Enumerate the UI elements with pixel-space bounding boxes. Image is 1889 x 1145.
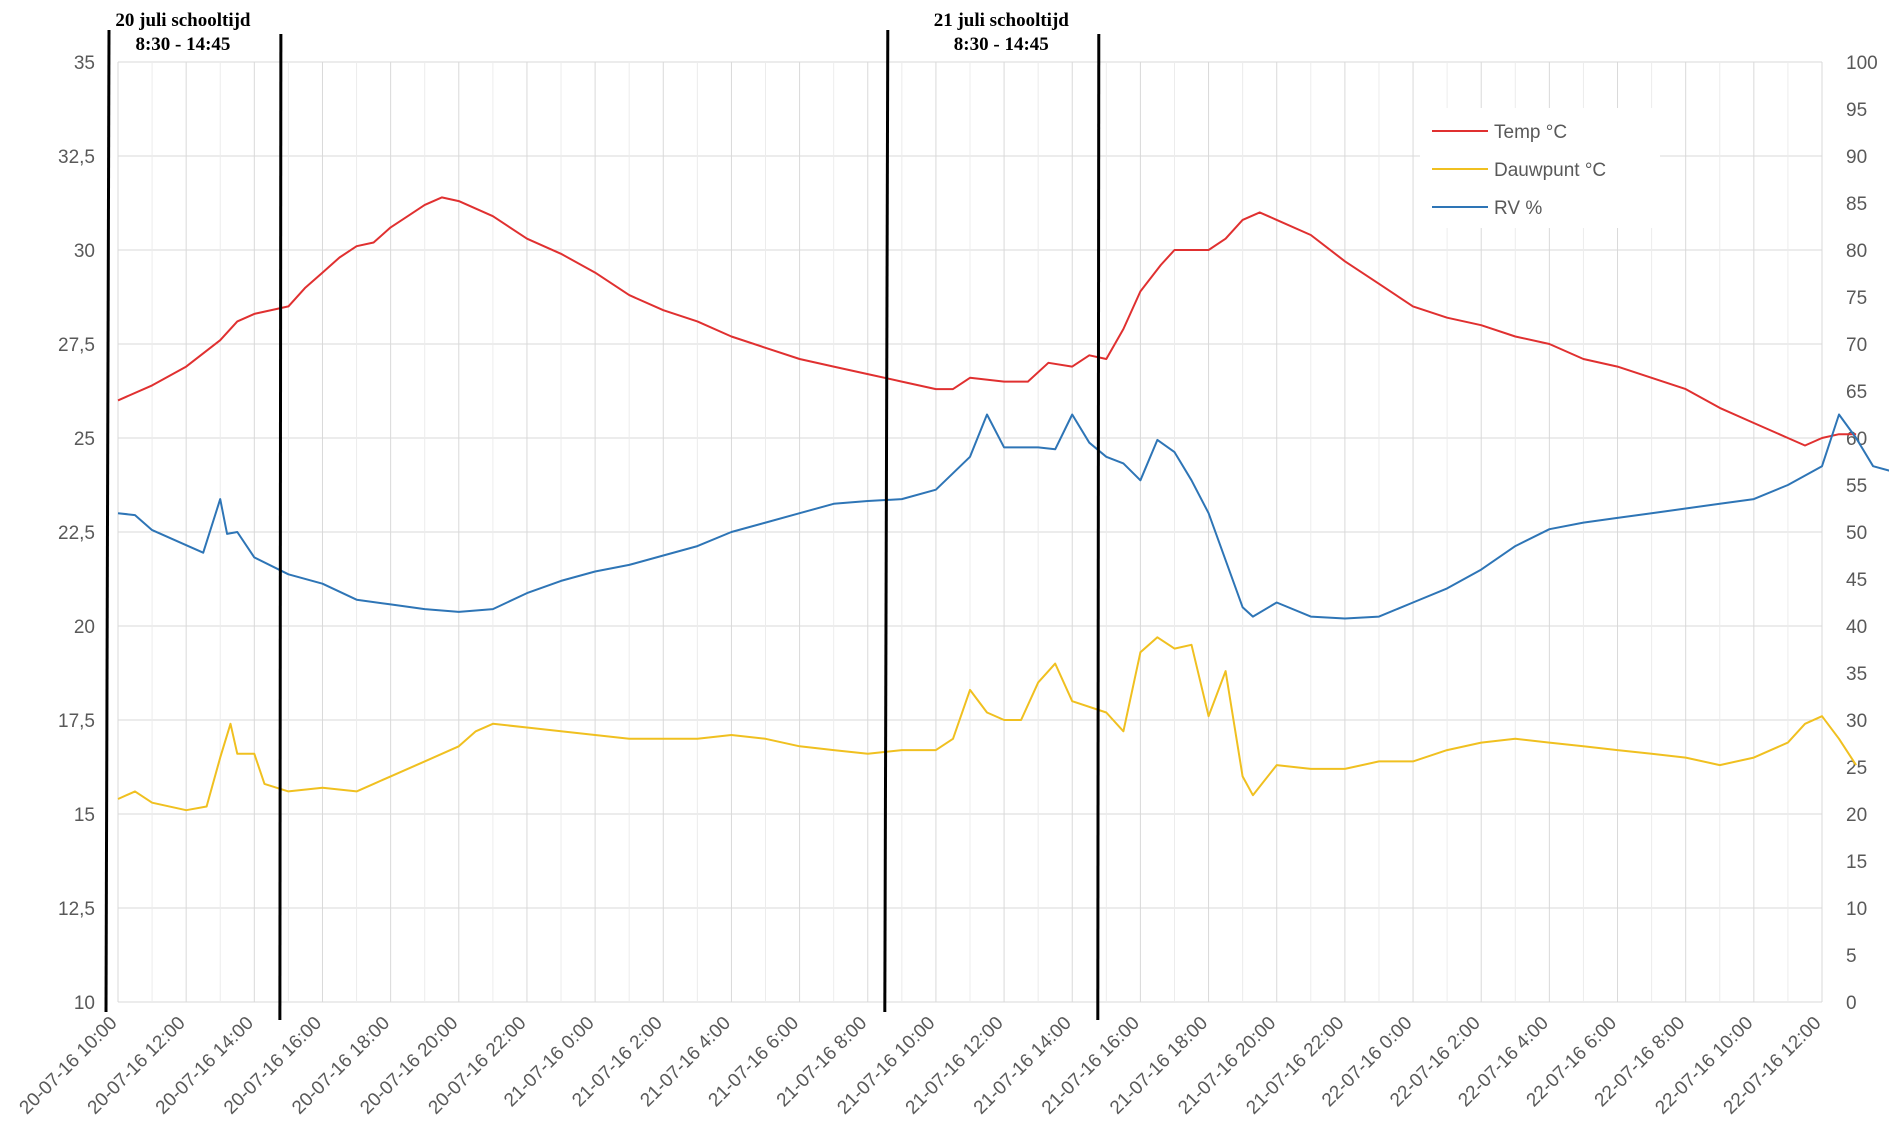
y-axis-right-labels: 0510152025303540455055606570758085909510… [1846, 53, 1878, 1014]
y-left-tick-label: 10 [74, 993, 95, 1014]
school-end-line [278, 33, 283, 1021]
annotation-label: 20 juli schooltijd [115, 10, 251, 31]
y-right-tick-label: 20 [1846, 805, 1867, 826]
y-right-tick-label: 30 [1846, 711, 1867, 732]
y-axis-left-labels: 10 12,5 15 17,5 20 22,5 25 27,5 30 32,5 35 [58, 53, 95, 1014]
y-right-tick-label: 50 [1846, 523, 1867, 544]
y-right-tick-label: 0 [1846, 993, 1857, 1014]
y-right-tick-label: 55 [1846, 476, 1867, 497]
y-left-tick-label: 30 [74, 241, 95, 262]
y-right-tick-label: 40 [1846, 617, 1867, 638]
y-right-tick-label: 100 [1846, 53, 1878, 74]
y-right-tick-label: 70 [1846, 335, 1867, 356]
legend-label: Temp °C [1494, 122, 1567, 143]
y-right-tick-label: 45 [1846, 570, 1867, 591]
y-right-tick-label: 15 [1846, 852, 1867, 873]
y-right-tick-label: 65 [1846, 382, 1867, 403]
annotation-label: 8:30 - 14:45 [954, 34, 1049, 55]
series-line-2 [117, 413, 1889, 620]
y-left-tick-label: 22,5 [58, 523, 95, 544]
annotation-label: 21 juli schooltijd [934, 10, 1070, 31]
series-lines [117, 196, 1889, 812]
y-right-tick-label: 10 [1846, 899, 1867, 920]
legend: Temp °C Dauwpunt °C RV % [1420, 108, 1660, 228]
y-left-tick-label: 35 [74, 53, 95, 74]
legend-label: Dauwpunt °C [1494, 160, 1606, 181]
y-right-tick-label: 35 [1846, 664, 1867, 685]
school-start-line [104, 29, 111, 1013]
y-left-tick-label: 17,5 [58, 711, 95, 732]
y-right-tick-label: 85 [1846, 194, 1867, 215]
series-line-0 [117, 196, 1857, 447]
grid-lines [117, 61, 1823, 1003]
school-start-line [883, 29, 890, 1013]
y-right-tick-label: 5 [1846, 946, 1857, 967]
y-left-tick-label: 27,5 [58, 335, 95, 356]
y-left-tick-label: 12,5 [58, 899, 95, 920]
y-left-tick-label: 32,5 [58, 147, 95, 168]
y-right-tick-label: 80 [1846, 241, 1867, 262]
annotation-label: 8:30 - 14:45 [135, 34, 230, 55]
y-right-tick-label: 95 [1846, 100, 1867, 121]
y-left-tick-label: 15 [74, 805, 95, 826]
y-left-tick-label: 20 [74, 617, 95, 638]
series-line-1 [117, 636, 1857, 812]
school-time-annotations: 20 juli schooltijd 8:30 - 14:45 21 juli sc… [104, 10, 1101, 1021]
y-right-tick-label: 75 [1846, 288, 1867, 309]
school-end-line [1096, 33, 1101, 1021]
y-right-tick-label: 25 [1846, 758, 1867, 779]
y-right-tick-label: 90 [1846, 147, 1867, 168]
legend-label: RV % [1494, 198, 1542, 219]
y-left-tick-label: 25 [74, 429, 95, 450]
